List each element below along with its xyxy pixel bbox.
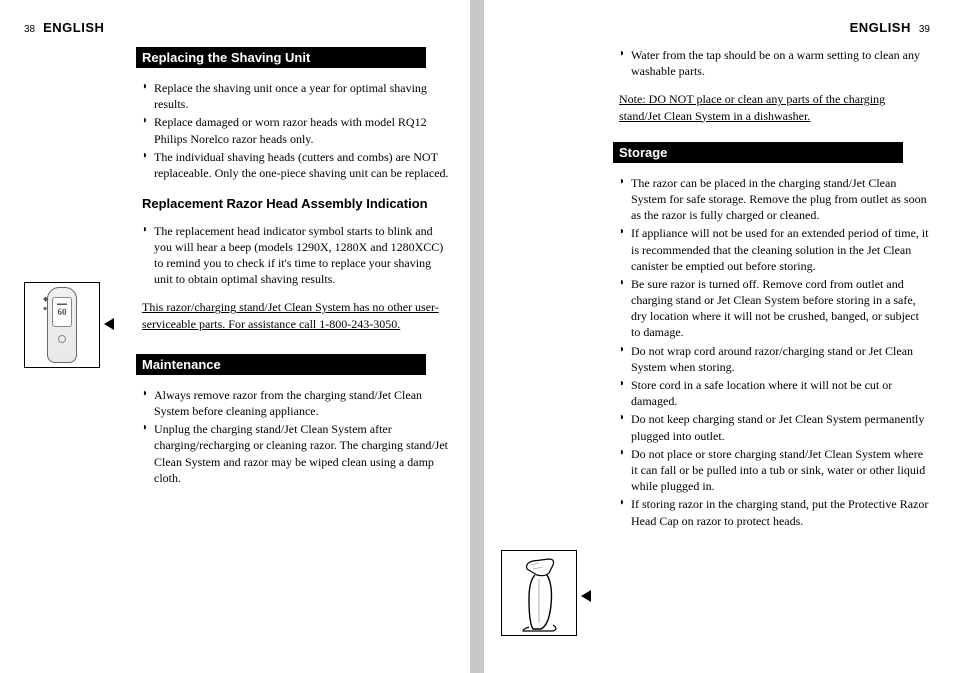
pointer-triangle-icon (104, 318, 114, 330)
service-note: This razor/charging stand/Jet Clean Syst… (142, 299, 452, 331)
bullets-storage: The razor can be placed in the charging … (619, 175, 929, 529)
bullets-maintenance: Always remove razor from the charging st… (142, 387, 452, 486)
section-bar-maintenance: Maintenance (136, 354, 426, 375)
section-bar-replacing: Replacing the Shaving Unit (136, 47, 426, 68)
razor-screen-icon: ▬▬60 (52, 297, 72, 327)
language-header-right: ENGLISH (850, 20, 911, 35)
bullet-item: Do not keep charging stand or Jet Clean … (619, 411, 929, 443)
bullets-top-right: Water from the tap should be on a warm s… (619, 47, 929, 79)
charging-stand-icon (509, 555, 569, 633)
content-storage: The razor can be placed in the charging … (619, 175, 929, 529)
illustration-razor-display: ◆♥ ▬▬60 (24, 282, 100, 368)
page-divider (470, 0, 484, 673)
header-left: 38 ENGLISH (24, 20, 453, 35)
bullet-item: Do not place or store charging stand/Jet… (619, 446, 929, 495)
page-number-right: 39 (919, 24, 930, 35)
language-header-left: ENGLISH (43, 20, 104, 35)
bullet-item: Store cord in a safe location where it w… (619, 377, 929, 409)
header-right: ENGLISH 39 (501, 20, 930, 35)
razor-button-icon (58, 335, 66, 343)
bullet-item: Always remove razor from the charging st… (142, 387, 452, 419)
content-maintenance: Always remove razor from the charging st… (142, 387, 452, 486)
bullet-item: Do not wrap cord around razor/charging s… (619, 343, 929, 375)
bullet-item: The razor can be placed in the charging … (619, 175, 929, 224)
bullet-item: The replacement head indicator symbol st… (142, 223, 452, 288)
razor-body-icon: ◆♥ ▬▬60 (41, 287, 83, 363)
content-replacing: Replace the shaving unit once a year for… (142, 80, 452, 332)
bullet-item: Unplug the charging stand/Jet Clean Syst… (142, 421, 452, 486)
bullet-item: Be sure razor is turned off. Remove cord… (619, 276, 929, 341)
section-title-maintenance: Maintenance (136, 357, 221, 372)
dishwasher-note: Note: DO NOT place or clean any parts of… (619, 91, 929, 123)
bullets-replacement-indication: The replacement head indicator symbol st… (142, 223, 452, 288)
bullet-item: Water from the tap should be on a warm s… (619, 47, 929, 79)
bullet-item: Replace the shaving unit once a year for… (142, 80, 452, 112)
pointer-triangle-icon (581, 590, 591, 602)
content-top-right: Water from the tap should be on a warm s… (619, 47, 929, 124)
illustration-charging-stand (501, 550, 577, 636)
bullet-item: If appliance will not be used for an ext… (619, 225, 929, 274)
bullet-item: Replace damaged or worn razor heads with… (142, 114, 452, 146)
bullet-item: The individual shaving heads (cutters an… (142, 149, 452, 181)
bullet-item: If storing razor in the charging stand, … (619, 496, 929, 528)
section-bar-storage: Storage (613, 142, 903, 163)
section-title-replacing: Replacing the Shaving Unit (136, 50, 310, 65)
bullets-replacing: Replace the shaving unit once a year for… (142, 80, 452, 181)
section-title-storage: Storage (613, 145, 667, 160)
page-number-left: 38 (24, 24, 35, 35)
subheading-replacement: Replacement Razor Head Assembly Indicati… (142, 195, 452, 213)
